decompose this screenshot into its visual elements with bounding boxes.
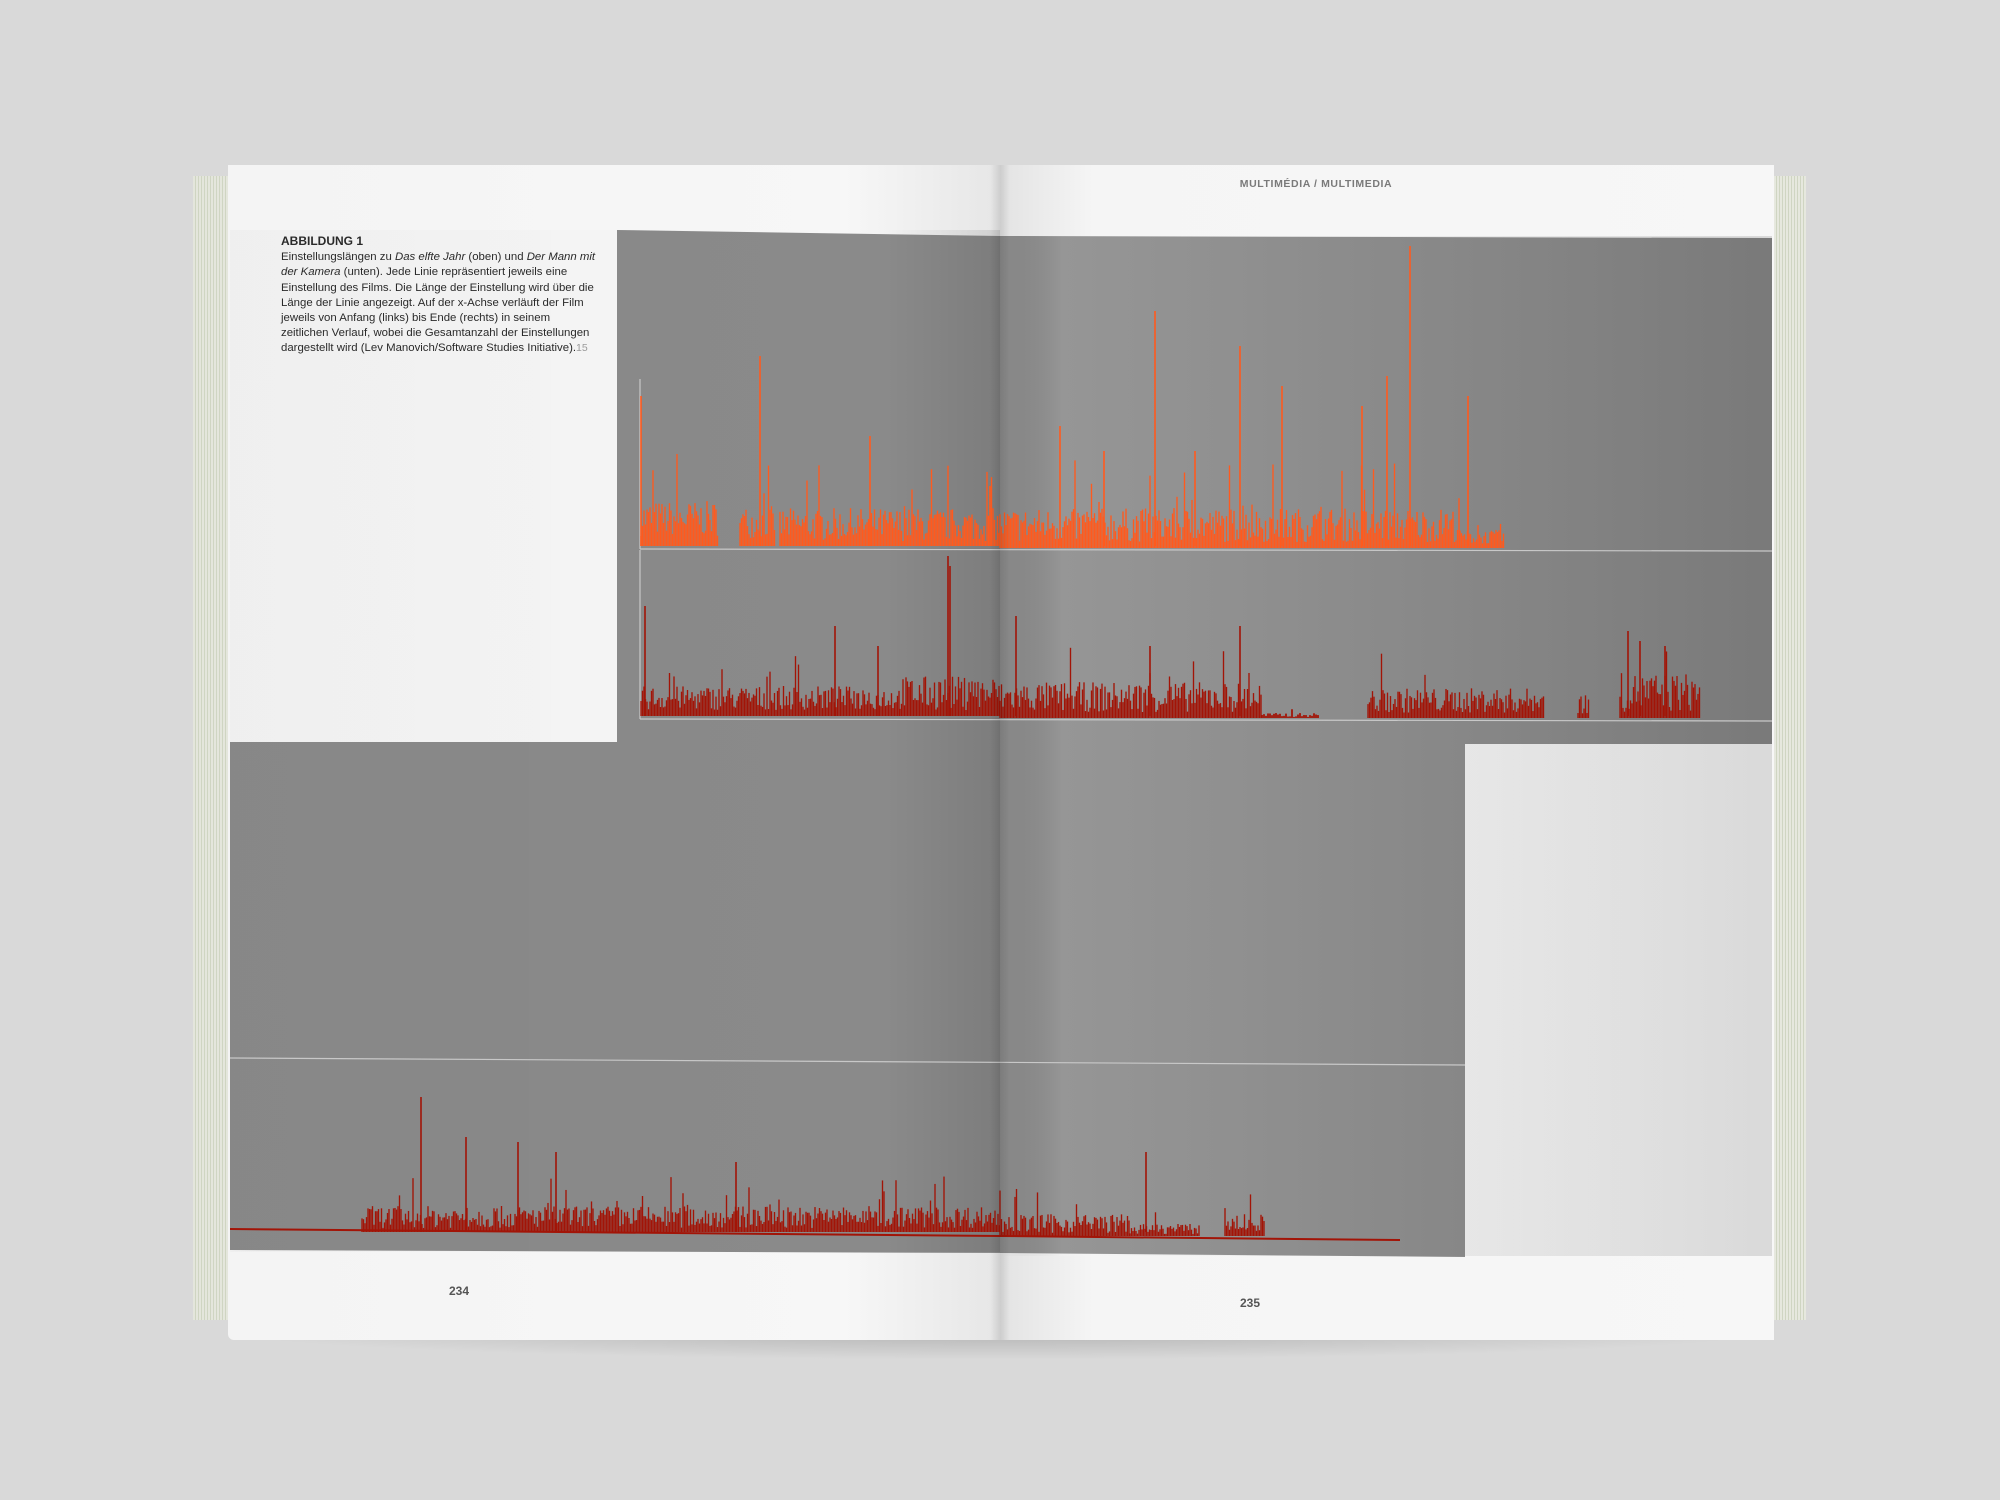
caption-film-2: Der Mann mit der Kamera — [281, 251, 596, 279]
page-number-left: 234 — [449, 1284, 470, 1298]
bars-layer — [229, 246, 1773, 1241]
baseline-bottom-right — [999, 1235, 1401, 1241]
running-header: MULTIMÉDIA / MULTIMEDIA — [1239, 178, 1393, 190]
caption-title: ABBILDUNG 1 — [281, 234, 364, 248]
page-number-right: 235 — [1240, 1296, 1261, 1310]
baseline-bottom — [229, 1228, 1001, 1237]
baseline-top — [639, 548, 1773, 552]
caption-text-1: Einstellungslängen zu — [281, 251, 395, 264]
caption-footnote: 15 — [576, 342, 588, 355]
panel-shade-left — [230, 230, 1000, 1252]
figure-caption: ABBILDUNG 1 Einstellungslängen zu Das elf… — [281, 234, 599, 357]
page-edges-left — [193, 176, 229, 1320]
caption-text-3: (unten). Jede Linie repräsentiert jeweil… — [281, 266, 594, 355]
baseline-bottom-upper — [229, 1057, 1466, 1066]
baseline-middle — [639, 718, 1773, 722]
panel-shade-right — [1000, 236, 1772, 1256]
caption-text-2: (oben) und — [465, 251, 527, 264]
book-gutter — [990, 165, 1010, 1340]
page-edges-right — [1770, 176, 1806, 1320]
caption-film-1: Das elfte Jahr — [394, 251, 466, 264]
